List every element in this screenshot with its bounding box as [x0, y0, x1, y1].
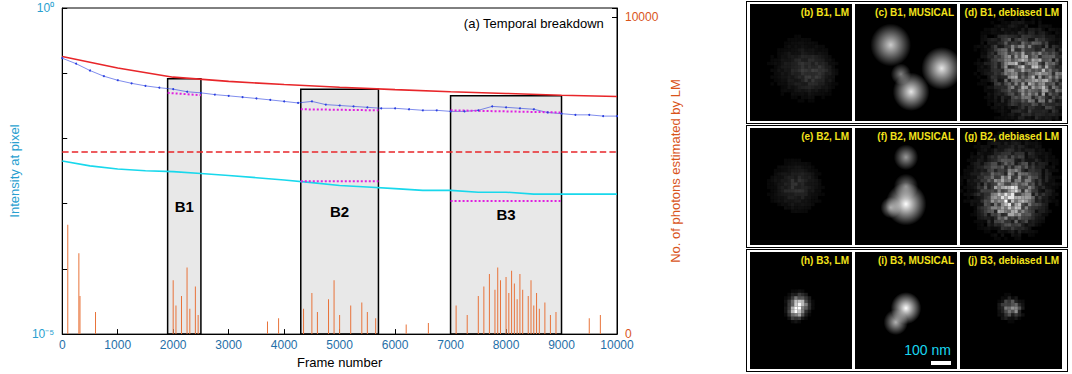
- svg-text:10000: 10000: [625, 10, 659, 24]
- svg-text:10000: 10000: [600, 338, 634, 352]
- svg-text:B3: B3: [496, 206, 515, 223]
- svg-text:7000: 7000: [437, 338, 464, 352]
- svg-text:(d) B1, debiased LM: (d) B1, debiased LM: [965, 7, 1059, 18]
- svg-text:(h) B3, LM: (h) B3, LM: [801, 255, 849, 266]
- svg-text:No. of photons estimated by LM: No. of photons estimated by LM: [668, 79, 683, 263]
- svg-text:8000: 8000: [493, 338, 520, 352]
- svg-text:(i) B3, MUSICAL: (i) B3, MUSICAL: [878, 255, 954, 266]
- svg-text:3000: 3000: [215, 338, 242, 352]
- svg-text:B1: B1: [175, 198, 194, 215]
- svg-text:(c) B1, MUSICAL: (c) B1, MUSICAL: [875, 7, 954, 18]
- svg-text:0: 0: [625, 327, 632, 342]
- svg-text:9000: 9000: [548, 338, 575, 352]
- svg-text:5000: 5000: [326, 338, 353, 352]
- svg-text:0: 0: [59, 338, 66, 352]
- svg-text:100 nm: 100 nm: [904, 342, 951, 358]
- svg-text:4000: 4000: [271, 338, 298, 352]
- svg-text:(j) B3, debiased LM: (j) B3, debiased LM: [968, 255, 1059, 266]
- svg-text:6000: 6000: [382, 338, 409, 352]
- svg-text:Intensity at pixel: Intensity at pixel: [7, 124, 22, 217]
- svg-text:10⁰: 10⁰: [37, 1, 54, 15]
- svg-text:(b) B1, LM: (b) B1, LM: [801, 7, 849, 18]
- svg-text:1000: 1000: [104, 338, 131, 352]
- svg-text:B2: B2: [330, 203, 349, 220]
- svg-text:(e) B2, LM: (e) B2, LM: [801, 131, 849, 142]
- svg-text:(a) Temporal breakdown: (a) Temporal breakdown: [464, 16, 604, 31]
- svg-text:10⁻⁵: 10⁻⁵: [32, 327, 54, 341]
- svg-text:2000: 2000: [160, 338, 187, 352]
- svg-text:(f) B2, MUSICAL: (f) B2, MUSICAL: [877, 131, 954, 142]
- svg-text:(g) B2, debiased LM: (g) B2, debiased LM: [965, 131, 1059, 142]
- svg-text:Frame number: Frame number: [297, 355, 383, 370]
